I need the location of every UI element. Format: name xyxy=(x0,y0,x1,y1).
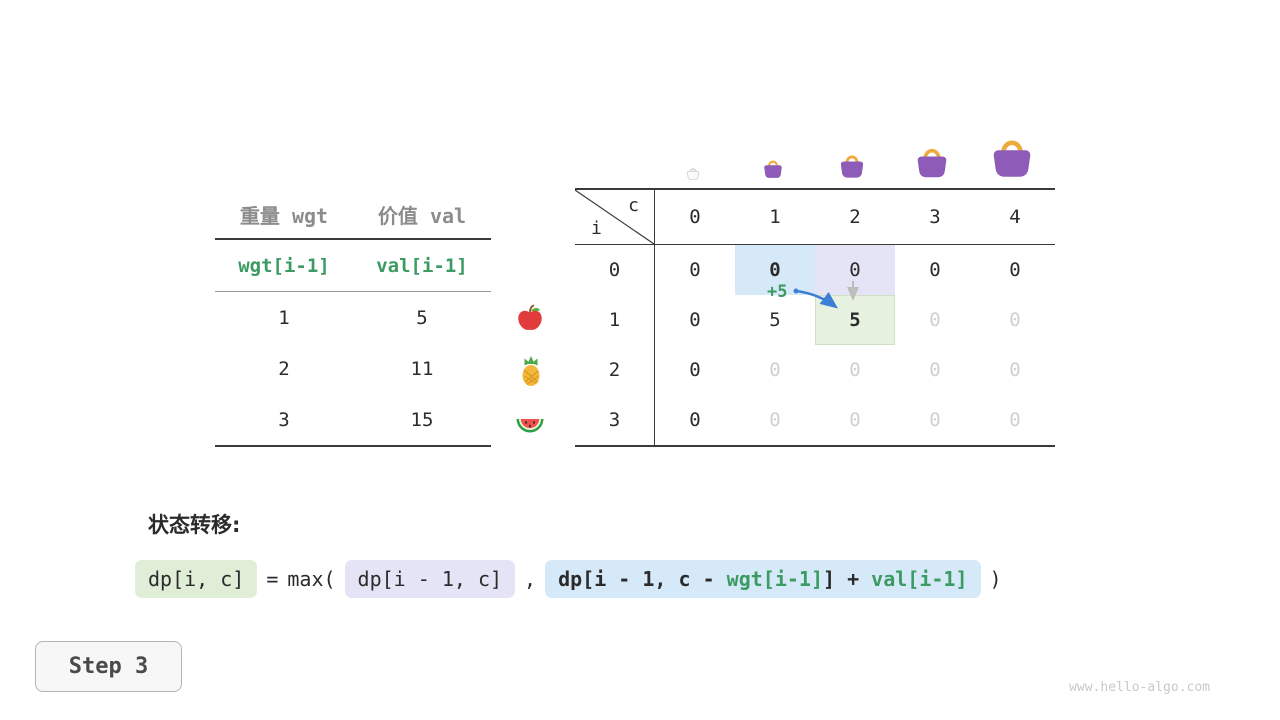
item-row-3: 3 15 xyxy=(215,394,491,445)
dp-cell: 0 xyxy=(1009,309,1021,331)
apple-icon xyxy=(518,304,542,330)
row-variable-label: i xyxy=(591,218,602,239)
value-column-header: 价值 val xyxy=(377,203,467,228)
watermelon-icon xyxy=(516,419,544,433)
weight-column-header: 重量 wgt xyxy=(239,203,329,228)
dp-row-label: 2 xyxy=(575,345,655,395)
item-weight: 2 xyxy=(278,357,290,380)
items-table-variable-row: wgt[i-1] val[i-1] xyxy=(215,240,491,292)
item-value: 5 xyxy=(416,306,428,329)
dp-cell: 0 xyxy=(769,409,781,431)
dp-cell: 0 xyxy=(929,409,941,431)
dp-cell: 0 xyxy=(929,359,941,381)
dp-cell: 0 xyxy=(769,359,781,381)
formula-arg2-wgt: wgt[i-1] xyxy=(726,567,823,591)
formula-equals: = xyxy=(266,567,279,591)
item-row-2: 2 11 xyxy=(215,343,491,394)
dp-corner-cell: c i xyxy=(575,190,655,245)
dp-cell: 0 xyxy=(929,309,941,331)
formula-comma: , xyxy=(524,567,537,591)
dp-cell: 0 xyxy=(689,409,701,431)
watermark: www.hello-algo.com xyxy=(1069,680,1210,695)
item-value: 11 xyxy=(410,357,434,380)
dp-cell: 0 xyxy=(689,259,701,281)
dp-cell: 5 xyxy=(769,309,781,331)
formula-arg1: dp[i - 1, c] xyxy=(344,560,516,598)
dp-cell: 0 xyxy=(1009,259,1021,281)
dp-cell: 0 xyxy=(849,409,861,431)
dp-cell: 0 xyxy=(1009,359,1021,381)
bag-icon-capacity-3 xyxy=(915,148,949,179)
dp-cell: 0 xyxy=(689,359,701,381)
bag-icon-capacity-1 xyxy=(763,160,783,179)
dp-cell-source-purple: 0 xyxy=(815,245,895,295)
dp-col-header: 4 xyxy=(975,190,1055,245)
formula-lhs: dp[i, c] xyxy=(135,560,258,598)
dp-row-label: 3 xyxy=(575,395,655,445)
dp-row-label: 1 xyxy=(575,295,655,345)
items-table-header-row: 重量 wgt 价值 val xyxy=(215,190,491,240)
bag-icon-capacity-0 xyxy=(686,168,700,180)
dp-col-header: 0 xyxy=(655,190,735,245)
value-variable-label: val[i-1] xyxy=(376,254,468,277)
dp-col-header: 3 xyxy=(895,190,975,245)
item-weight: 3 xyxy=(278,408,290,431)
transition-label: 状态转移: xyxy=(148,513,241,537)
dp-row-label: 0 xyxy=(575,245,655,295)
column-variable-label: c xyxy=(628,195,639,216)
bag-icon-capacity-4 xyxy=(989,133,1035,179)
dp-cell: 0 xyxy=(929,259,941,281)
dp-col-header: 2 xyxy=(815,190,895,245)
transition-formula: dp[i, c] = max( dp[i - 1, c] , dp[i - 1,… xyxy=(135,560,1002,598)
dp-cell: 0 xyxy=(689,309,701,331)
add-value-annotation: +5 xyxy=(767,282,788,302)
formula-arg2-val: val[i-1] xyxy=(871,567,968,591)
formula-arg2: dp[i - 1, c - wgt[i-1]] + val[i-1] xyxy=(545,560,981,598)
formula-arg2-part: dp[i - 1, c - xyxy=(558,567,727,591)
formula-arg2-part: ] + xyxy=(823,567,872,591)
dp-cell: 0 xyxy=(849,359,861,381)
item-weight: 1 xyxy=(278,306,290,329)
item-row-1: 1 5 xyxy=(215,292,491,343)
dp-cell-current-green: 5 xyxy=(815,295,895,345)
dp-cell-source-blue: 0 xyxy=(735,245,815,295)
dp-table: c i 0 1 2 3 4 0 0 0 0 0 0 1 0 5 5 0 0 2 … xyxy=(575,188,1055,447)
step-badge: Step 3 xyxy=(35,641,182,692)
dp-col-header: 1 xyxy=(735,190,815,245)
items-table: 重量 wgt 价值 val wgt[i-1] val[i-1] 1 5 2 11… xyxy=(215,190,491,447)
formula-close-paren: ) xyxy=(989,567,1002,591)
bag-icon-capacity-2 xyxy=(839,155,865,179)
corner-diagonal-line xyxy=(575,190,654,244)
item-value: 15 xyxy=(410,408,434,431)
dp-cell: 0 xyxy=(1009,409,1021,431)
formula-max-open: max( xyxy=(287,567,336,591)
pineapple-icon xyxy=(522,356,540,386)
weight-variable-label: wgt[i-1] xyxy=(238,254,330,277)
